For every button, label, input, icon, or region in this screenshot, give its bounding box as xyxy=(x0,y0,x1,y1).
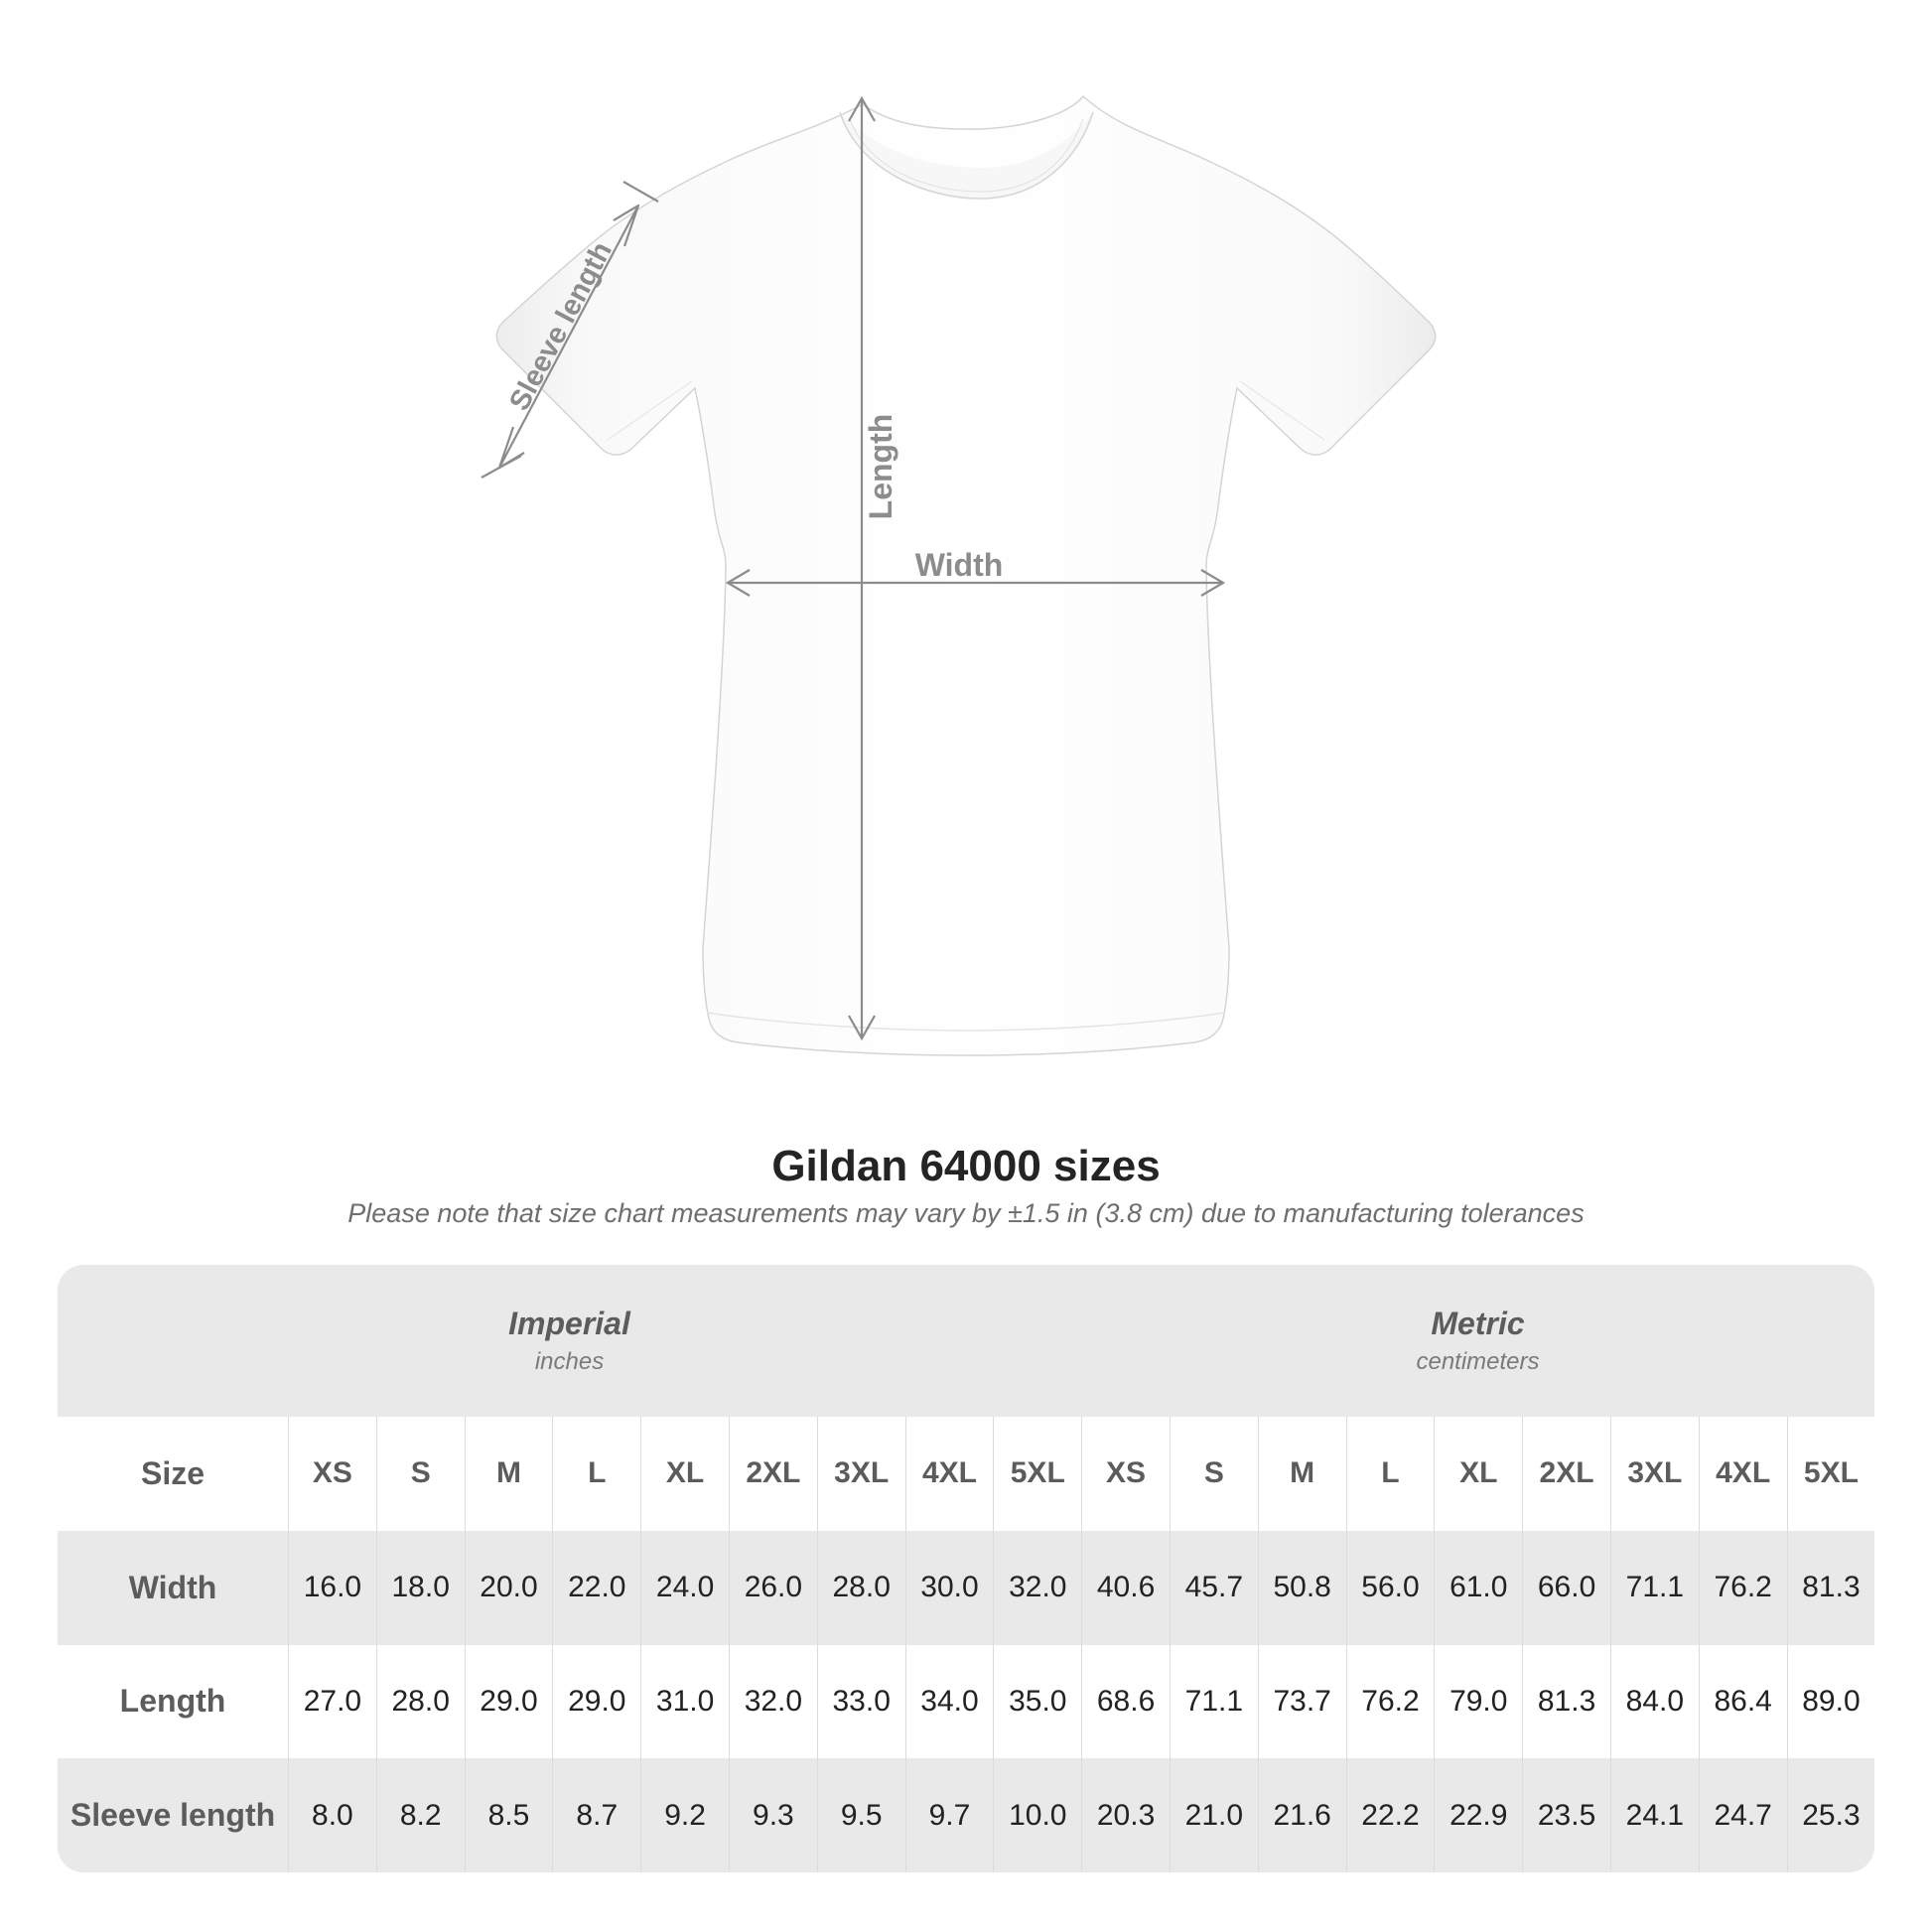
svg-text:Length: Length xyxy=(863,414,898,520)
svg-text:Width: Width xyxy=(915,547,1004,583)
